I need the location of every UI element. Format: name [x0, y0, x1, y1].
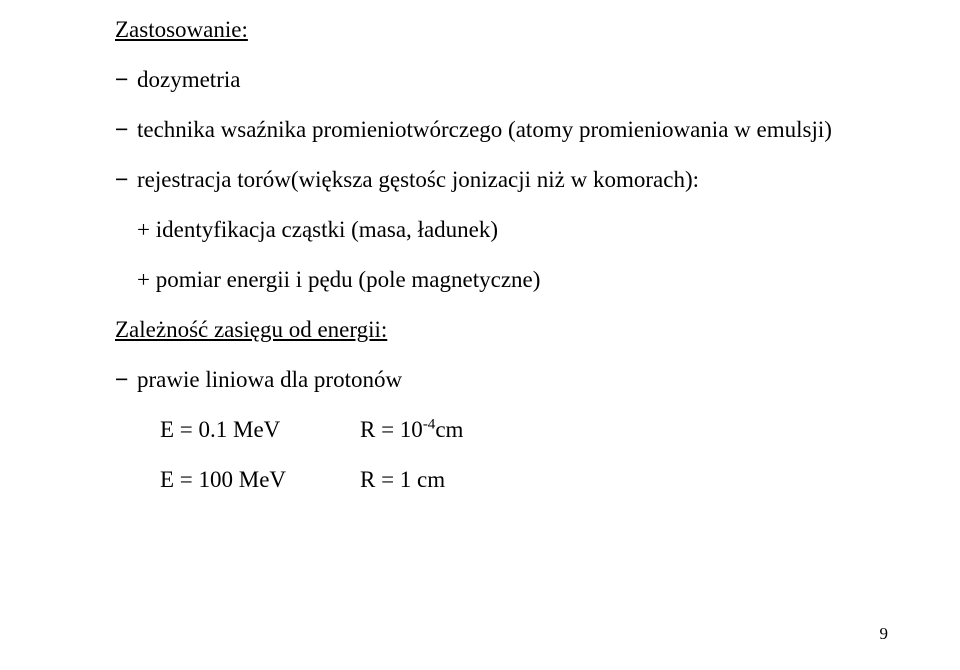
eq2-left: E = 100 MeV [160, 468, 360, 491]
page-number: 9 [880, 624, 889, 644]
dash-icon: − [115, 118, 137, 141]
dash-icon: − [115, 368, 137, 391]
eq1-right-pre: R = 10 [360, 417, 423, 442]
bullet-row-4: − prawie liniowa dla protonów [115, 368, 850, 391]
dash-icon: − [115, 68, 137, 91]
bullet-3-sub2-text: + pomiar energii i pędu (pole magnetyczn… [137, 268, 540, 291]
bullet-2-text: technika wsaźnika promieniotwórczego (at… [137, 118, 832, 141]
heading-zastosowanie-text: Zastosowanie: [115, 17, 248, 42]
bullet-3-sub1-text: + identyfikacja cząstki (masa, ładunek) [137, 218, 498, 241]
bullet-3-sub1: + identyfikacja cząstki (masa, ładunek) [137, 218, 850, 241]
bullet-3-sub-block: + identyfikacja cząstki (masa, ładunek) … [115, 218, 850, 291]
bullet-row-2: − technika wsaźnika promieniotwórczego (… [115, 118, 850, 141]
eq-block: E = 0.1 MeV R = 10-4cm E = 100 MeV R = 1… [115, 418, 850, 491]
heading-zaleznosc-text: Zależność zasięgu od energii: [115, 317, 387, 342]
eq1-right-post: cm [435, 417, 463, 442]
dash-icon: − [115, 168, 137, 191]
bullet-row-1: − dozymetria [115, 68, 850, 91]
eq-row-2: E = 100 MeV R = 1 cm [160, 468, 850, 491]
eq2-right: R = 1 cm [360, 468, 445, 491]
bullet-1-text: dozymetria [137, 68, 240, 91]
document-page: Zastosowanie: − dozymetria − technika ws… [0, 0, 960, 670]
eq1-right: R = 10-4cm [360, 418, 463, 441]
bullet-row-3: − rejestracja torów(większa gęstośc joni… [115, 168, 850, 191]
bullet-4-text: prawie liniowa dla protonów [137, 368, 402, 391]
eq1-right-sup: -4 [423, 416, 436, 432]
bullet-3-sub2: + pomiar energii i pędu (pole magnetyczn… [137, 268, 850, 291]
eq1-left: E = 0.1 MeV [160, 418, 360, 441]
heading-zaleznosc: Zależność zasięgu od energii: [115, 318, 850, 341]
eq-row-1: E = 0.1 MeV R = 10-4cm [160, 418, 850, 441]
heading-zastosowanie: Zastosowanie: [115, 18, 850, 41]
bullet-3-text: rejestracja torów(większa gęstośc joniza… [137, 168, 699, 191]
